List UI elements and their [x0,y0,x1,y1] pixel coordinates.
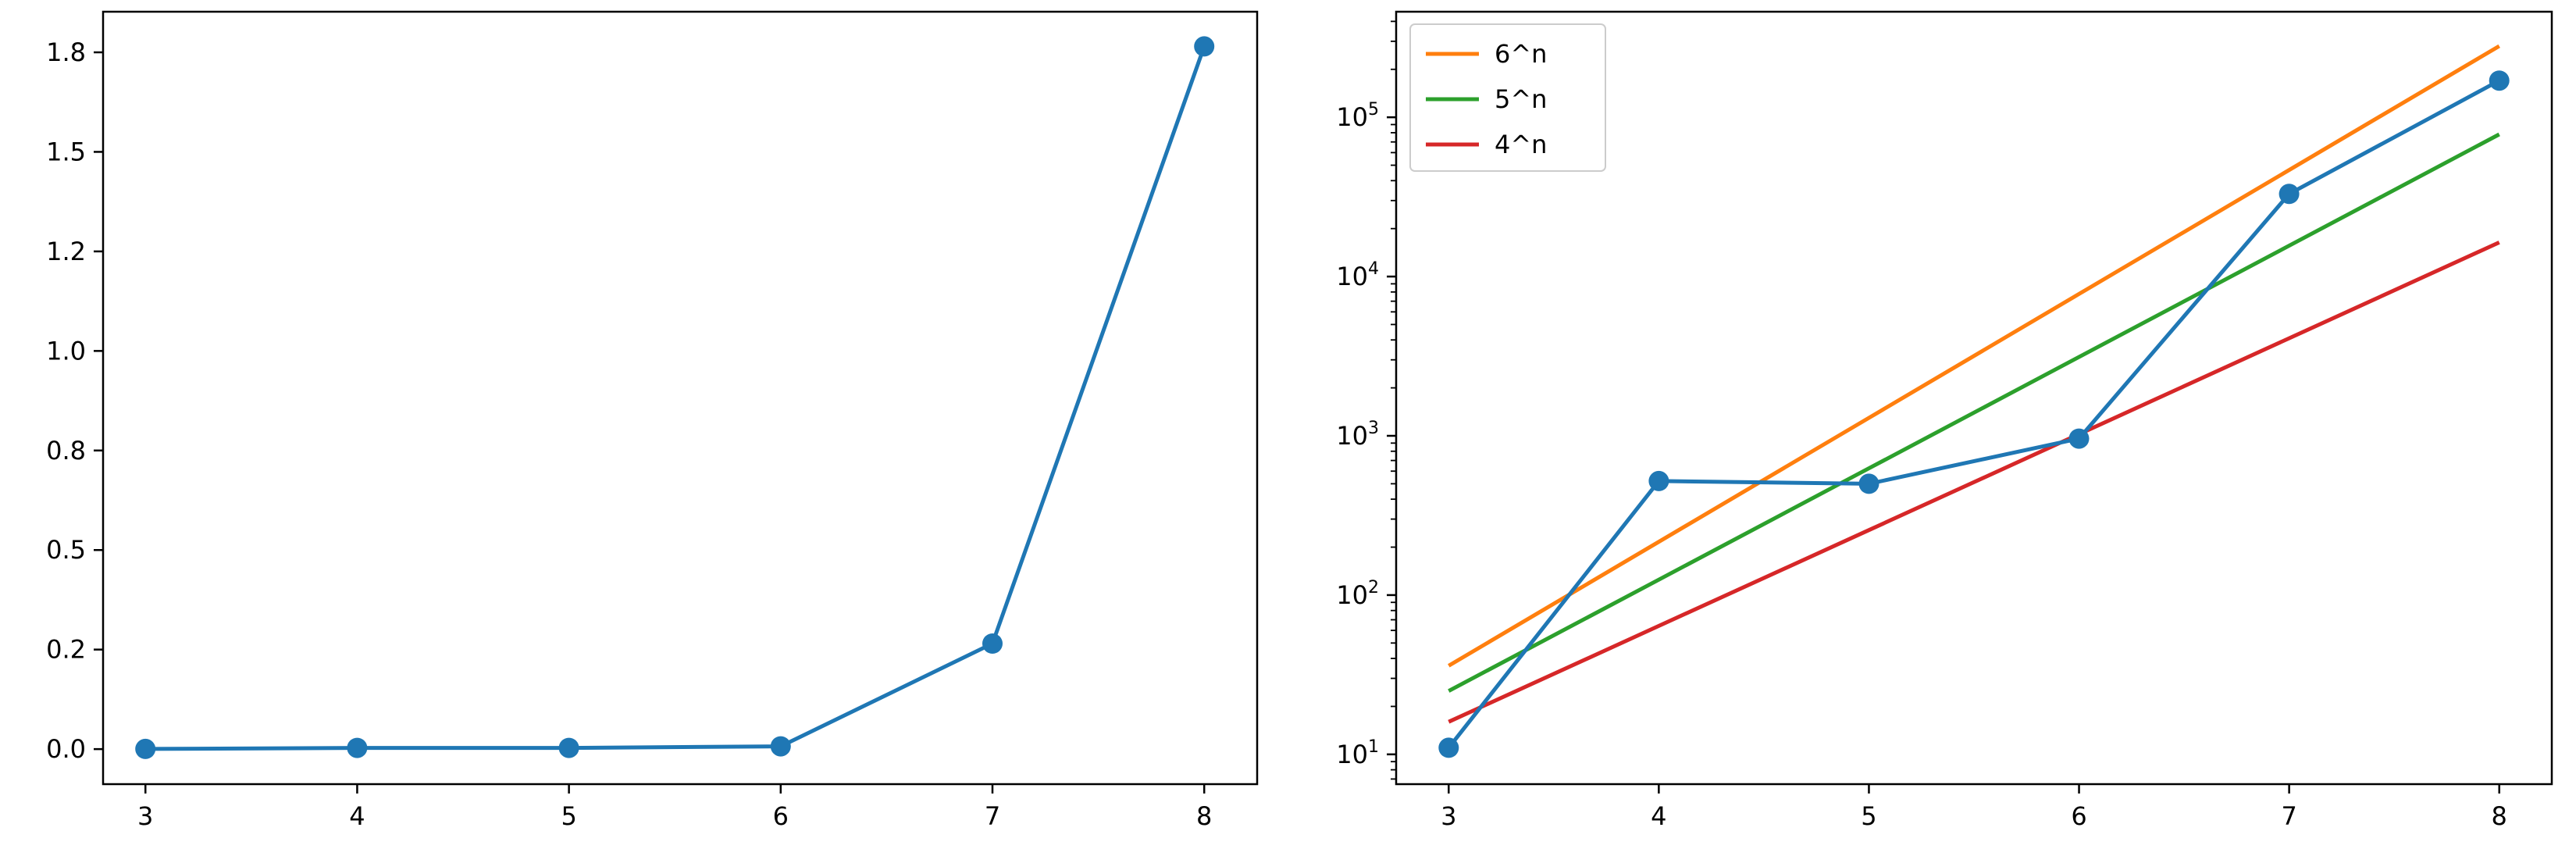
log-chart-legend-label: 5^n [1495,84,1547,114]
linear-chart-y-tick-label: 0.5 [46,535,86,565]
linear-chart-y-tick-label: 0.8 [46,436,86,465]
log-chart-data-point [1858,473,1879,494]
linear-chart-x-tick-label: 5 [561,801,576,831]
log-chart-data-point [2068,428,2090,449]
log-chart-legend-box [1409,23,1606,172]
linear-chart-frame [102,10,1259,786]
linear-chart-series [135,36,1215,759]
log-chart-line-4-n [1448,241,2500,724]
log-chart-legend: 6^n 5^n 4^n [1409,23,1606,172]
log-chart-line-5-n [1448,132,2500,693]
linear-chart-data-point [770,736,791,757]
linear-chart-y-axis: 0.0 0.2 0.5 0.8 1.0 1.2 1.5 1.8 [46,37,103,764]
linear-chart-data-line [145,45,1206,751]
linear-chart-x-tick-label: 8 [1196,801,1212,831]
linear-chart: 3 4 5 6 7 8 0.0 0.2 0.5 0.8 1.0 1.2 1.5 1.8 [46,10,1259,831]
linear-chart-y-tick-label: 0.2 [46,635,86,665]
log-chart-x-tick-label: 5 [1861,801,1876,831]
log-chart-series [1438,44,2510,758]
log-chart: 3 4 5 6 7 8 101 102 103 104 105 6^n 5^n 4^n [1336,10,2553,831]
log-chart-x-tick-label: 6 [2071,801,2086,831]
linear-chart-y-tick-label: 1.5 [46,137,86,166]
log-chart-frame [1395,10,2553,786]
log-chart-legend-label: 4^n [1495,130,1547,159]
log-chart-y-tick-label: 105 [1336,100,1379,132]
linear-chart-y-tick-label: 1.8 [46,37,86,67]
log-chart-y-tick-label: 103 [1336,419,1379,451]
log-chart-data-point [2278,184,2300,205]
log-chart-data-point [2489,70,2510,91]
log-chart-x-tick-label: 7 [2281,801,2296,831]
log-chart-x-axis: 3 4 5 6 7 8 [1441,784,2507,831]
linear-chart-x-tick-label: 3 [137,801,153,831]
linear-chart-data-point [982,633,1003,654]
log-chart-y-tick-label: 101 [1336,737,1379,769]
log-chart-x-tick-label: 3 [1441,801,1456,831]
linear-chart-y-tick-label: 1.0 [46,336,86,366]
log-chart-y-tick-label: 102 [1336,578,1379,610]
linear-chart-data-point [347,737,368,758]
linear-chart-data-point [135,738,156,759]
linear-chart-y-tick-label: 1.2 [46,237,86,266]
log-chart-y-axis: 101 102 103 104 105 [1336,20,1396,780]
linear-chart-x-tick-label: 4 [349,801,365,831]
linear-chart-x-tick-label: 6 [773,801,789,831]
log-chart-data-point [1648,470,1669,491]
linear-chart-data-point [558,737,579,758]
log-chart-data-line [1447,78,2500,749]
linear-chart-x-axis: 3 4 5 6 7 8 [137,784,1212,831]
log-chart-legend-label: 6^n [1495,39,1547,69]
log-chart-x-tick-label: 4 [1651,801,1666,831]
log-chart-data-point [1438,737,1459,758]
linear-chart-y-tick-label: 0.0 [46,734,86,764]
linear-chart-x-tick-label: 7 [985,801,1000,831]
log-chart-line-6-n [1448,44,2500,668]
log-chart-x-tick-label: 8 [2492,801,2507,831]
linear-chart-data-point [1194,36,1215,57]
log-chart-y-tick-label: 104 [1336,259,1379,291]
